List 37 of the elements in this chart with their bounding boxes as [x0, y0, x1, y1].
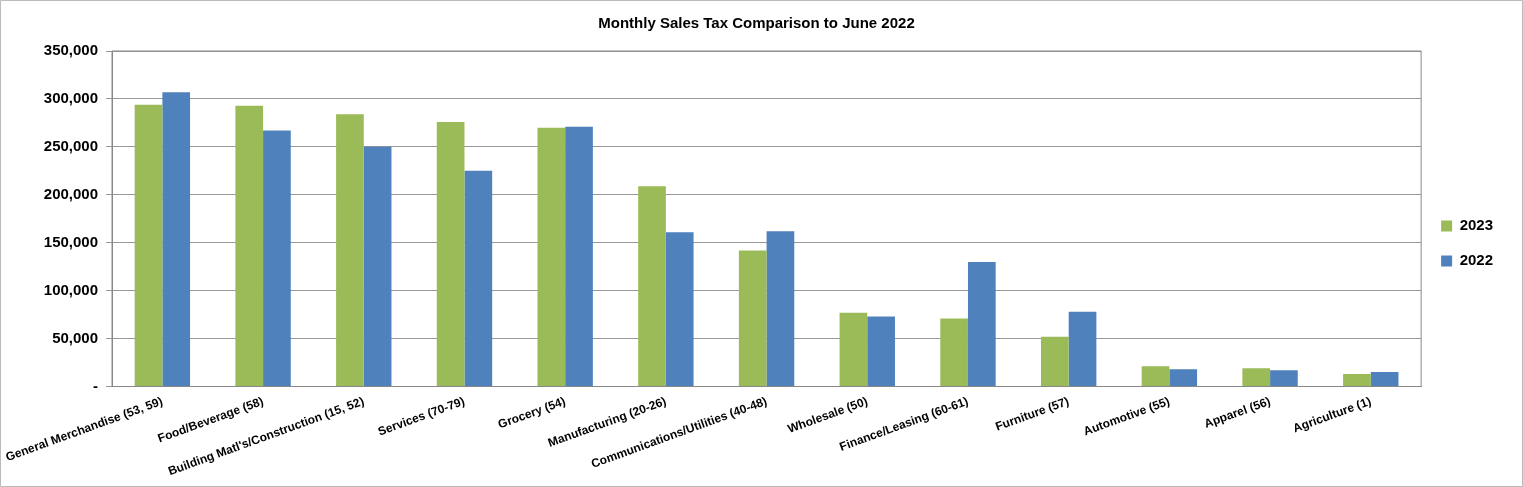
chart-title: Monthly Sales Tax Comparison to June 2022 — [598, 14, 915, 32]
bar — [766, 231, 795, 386]
bar — [1141, 366, 1170, 386]
bar — [464, 170, 493, 386]
y-tick-label: 150,000 — [43, 232, 99, 250]
y-tick-label: 350,000 — [43, 41, 99, 59]
bar — [1343, 374, 1371, 386]
y-tick-label: 250,000 — [43, 136, 99, 154]
bar — [967, 261, 996, 386]
bar — [1270, 370, 1298, 386]
bar — [162, 92, 191, 386]
bar — [1242, 368, 1271, 386]
bar — [665, 232, 694, 386]
bar — [1040, 336, 1069, 386]
bar — [436, 121, 465, 386]
bar — [134, 104, 163, 386]
bar — [1370, 372, 1399, 386]
y-tick-label: 100,000 — [43, 280, 99, 298]
bar — [1068, 311, 1097, 386]
bar — [336, 114, 364, 386]
bar — [565, 126, 593, 386]
bar — [867, 316, 895, 386]
bar — [738, 250, 767, 386]
legend-label: 2023 — [1459, 216, 1494, 234]
bar — [263, 130, 291, 386]
legend-label: 2022 — [1459, 251, 1494, 269]
bar — [363, 146, 392, 386]
bar — [1169, 369, 1198, 386]
y-tick-label: 300,000 — [43, 89, 99, 107]
bar — [839, 312, 868, 386]
bar — [638, 186, 666, 386]
bar — [940, 318, 968, 386]
bar — [537, 127, 566, 386]
y-tick-label: 200,000 — [43, 184, 99, 202]
y-tick-label: - — [93, 376, 99, 394]
y-tick-label: 50,000 — [52, 328, 99, 346]
bar — [235, 105, 264, 386]
